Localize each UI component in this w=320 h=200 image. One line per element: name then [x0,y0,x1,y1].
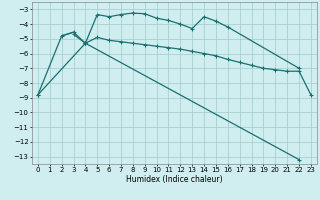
X-axis label: Humidex (Indice chaleur): Humidex (Indice chaleur) [126,175,223,184]
